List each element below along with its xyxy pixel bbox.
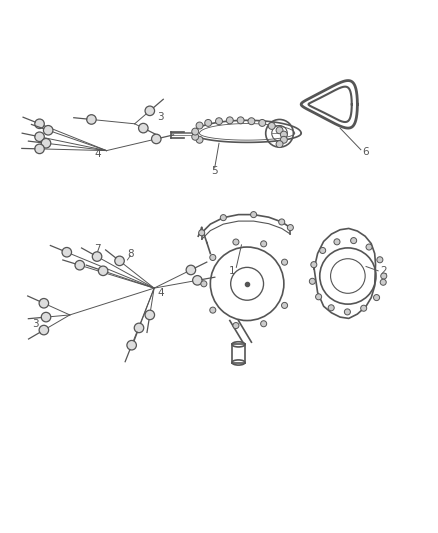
Circle shape — [134, 323, 144, 333]
Circle shape — [276, 127, 283, 134]
Circle shape — [261, 321, 267, 327]
Circle shape — [279, 219, 285, 225]
Circle shape — [320, 247, 326, 254]
Circle shape — [366, 244, 372, 250]
Circle shape — [193, 276, 202, 285]
Circle shape — [237, 117, 244, 124]
Circle shape — [127, 341, 136, 350]
Circle shape — [259, 119, 266, 126]
Circle shape — [309, 278, 315, 284]
Circle shape — [205, 119, 212, 126]
Circle shape — [39, 298, 49, 308]
Circle shape — [344, 309, 350, 315]
Circle shape — [92, 252, 102, 261]
Circle shape — [115, 256, 124, 265]
Circle shape — [380, 279, 386, 285]
Circle shape — [315, 294, 321, 300]
Circle shape — [311, 262, 317, 268]
Circle shape — [276, 141, 283, 148]
Circle shape — [248, 118, 255, 125]
Circle shape — [233, 239, 239, 245]
Text: 2: 2 — [380, 266, 387, 276]
Circle shape — [41, 312, 51, 322]
Text: 7: 7 — [94, 244, 100, 254]
Circle shape — [196, 122, 203, 129]
Circle shape — [328, 305, 334, 311]
Circle shape — [35, 132, 44, 142]
Circle shape — [226, 117, 233, 124]
Circle shape — [287, 224, 293, 231]
Text: 3: 3 — [32, 319, 39, 328]
Circle shape — [374, 295, 380, 301]
Circle shape — [282, 302, 288, 309]
Text: 6: 6 — [363, 147, 369, 157]
Circle shape — [192, 133, 199, 140]
Circle shape — [152, 134, 161, 144]
Circle shape — [41, 139, 51, 148]
Circle shape — [43, 126, 53, 135]
Text: 1: 1 — [229, 266, 235, 276]
Text: 8: 8 — [127, 248, 134, 259]
Circle shape — [268, 123, 275, 130]
Circle shape — [201, 281, 207, 287]
Circle shape — [210, 254, 216, 261]
Circle shape — [199, 230, 205, 236]
Circle shape — [210, 307, 216, 313]
Circle shape — [251, 212, 257, 217]
Text: 4: 4 — [157, 288, 164, 298]
Circle shape — [282, 259, 288, 265]
Circle shape — [233, 322, 239, 329]
Circle shape — [192, 128, 199, 135]
Circle shape — [62, 247, 71, 257]
Circle shape — [99, 266, 108, 276]
Circle shape — [261, 241, 267, 247]
Circle shape — [39, 325, 49, 335]
Circle shape — [381, 273, 387, 279]
Circle shape — [186, 265, 196, 274]
Circle shape — [87, 115, 96, 124]
Circle shape — [280, 131, 287, 138]
Text: 5: 5 — [212, 166, 218, 176]
Circle shape — [360, 305, 367, 311]
Circle shape — [196, 136, 203, 143]
Circle shape — [138, 123, 148, 133]
Circle shape — [334, 239, 340, 245]
Circle shape — [280, 136, 287, 143]
Circle shape — [377, 257, 383, 263]
Circle shape — [350, 238, 357, 244]
Text: 3: 3 — [157, 112, 164, 122]
Text: 4: 4 — [95, 149, 101, 159]
Circle shape — [145, 310, 155, 320]
Circle shape — [35, 119, 44, 128]
Circle shape — [35, 144, 44, 154]
Circle shape — [75, 261, 85, 270]
Circle shape — [215, 118, 223, 125]
Circle shape — [145, 106, 155, 116]
Circle shape — [220, 215, 226, 221]
